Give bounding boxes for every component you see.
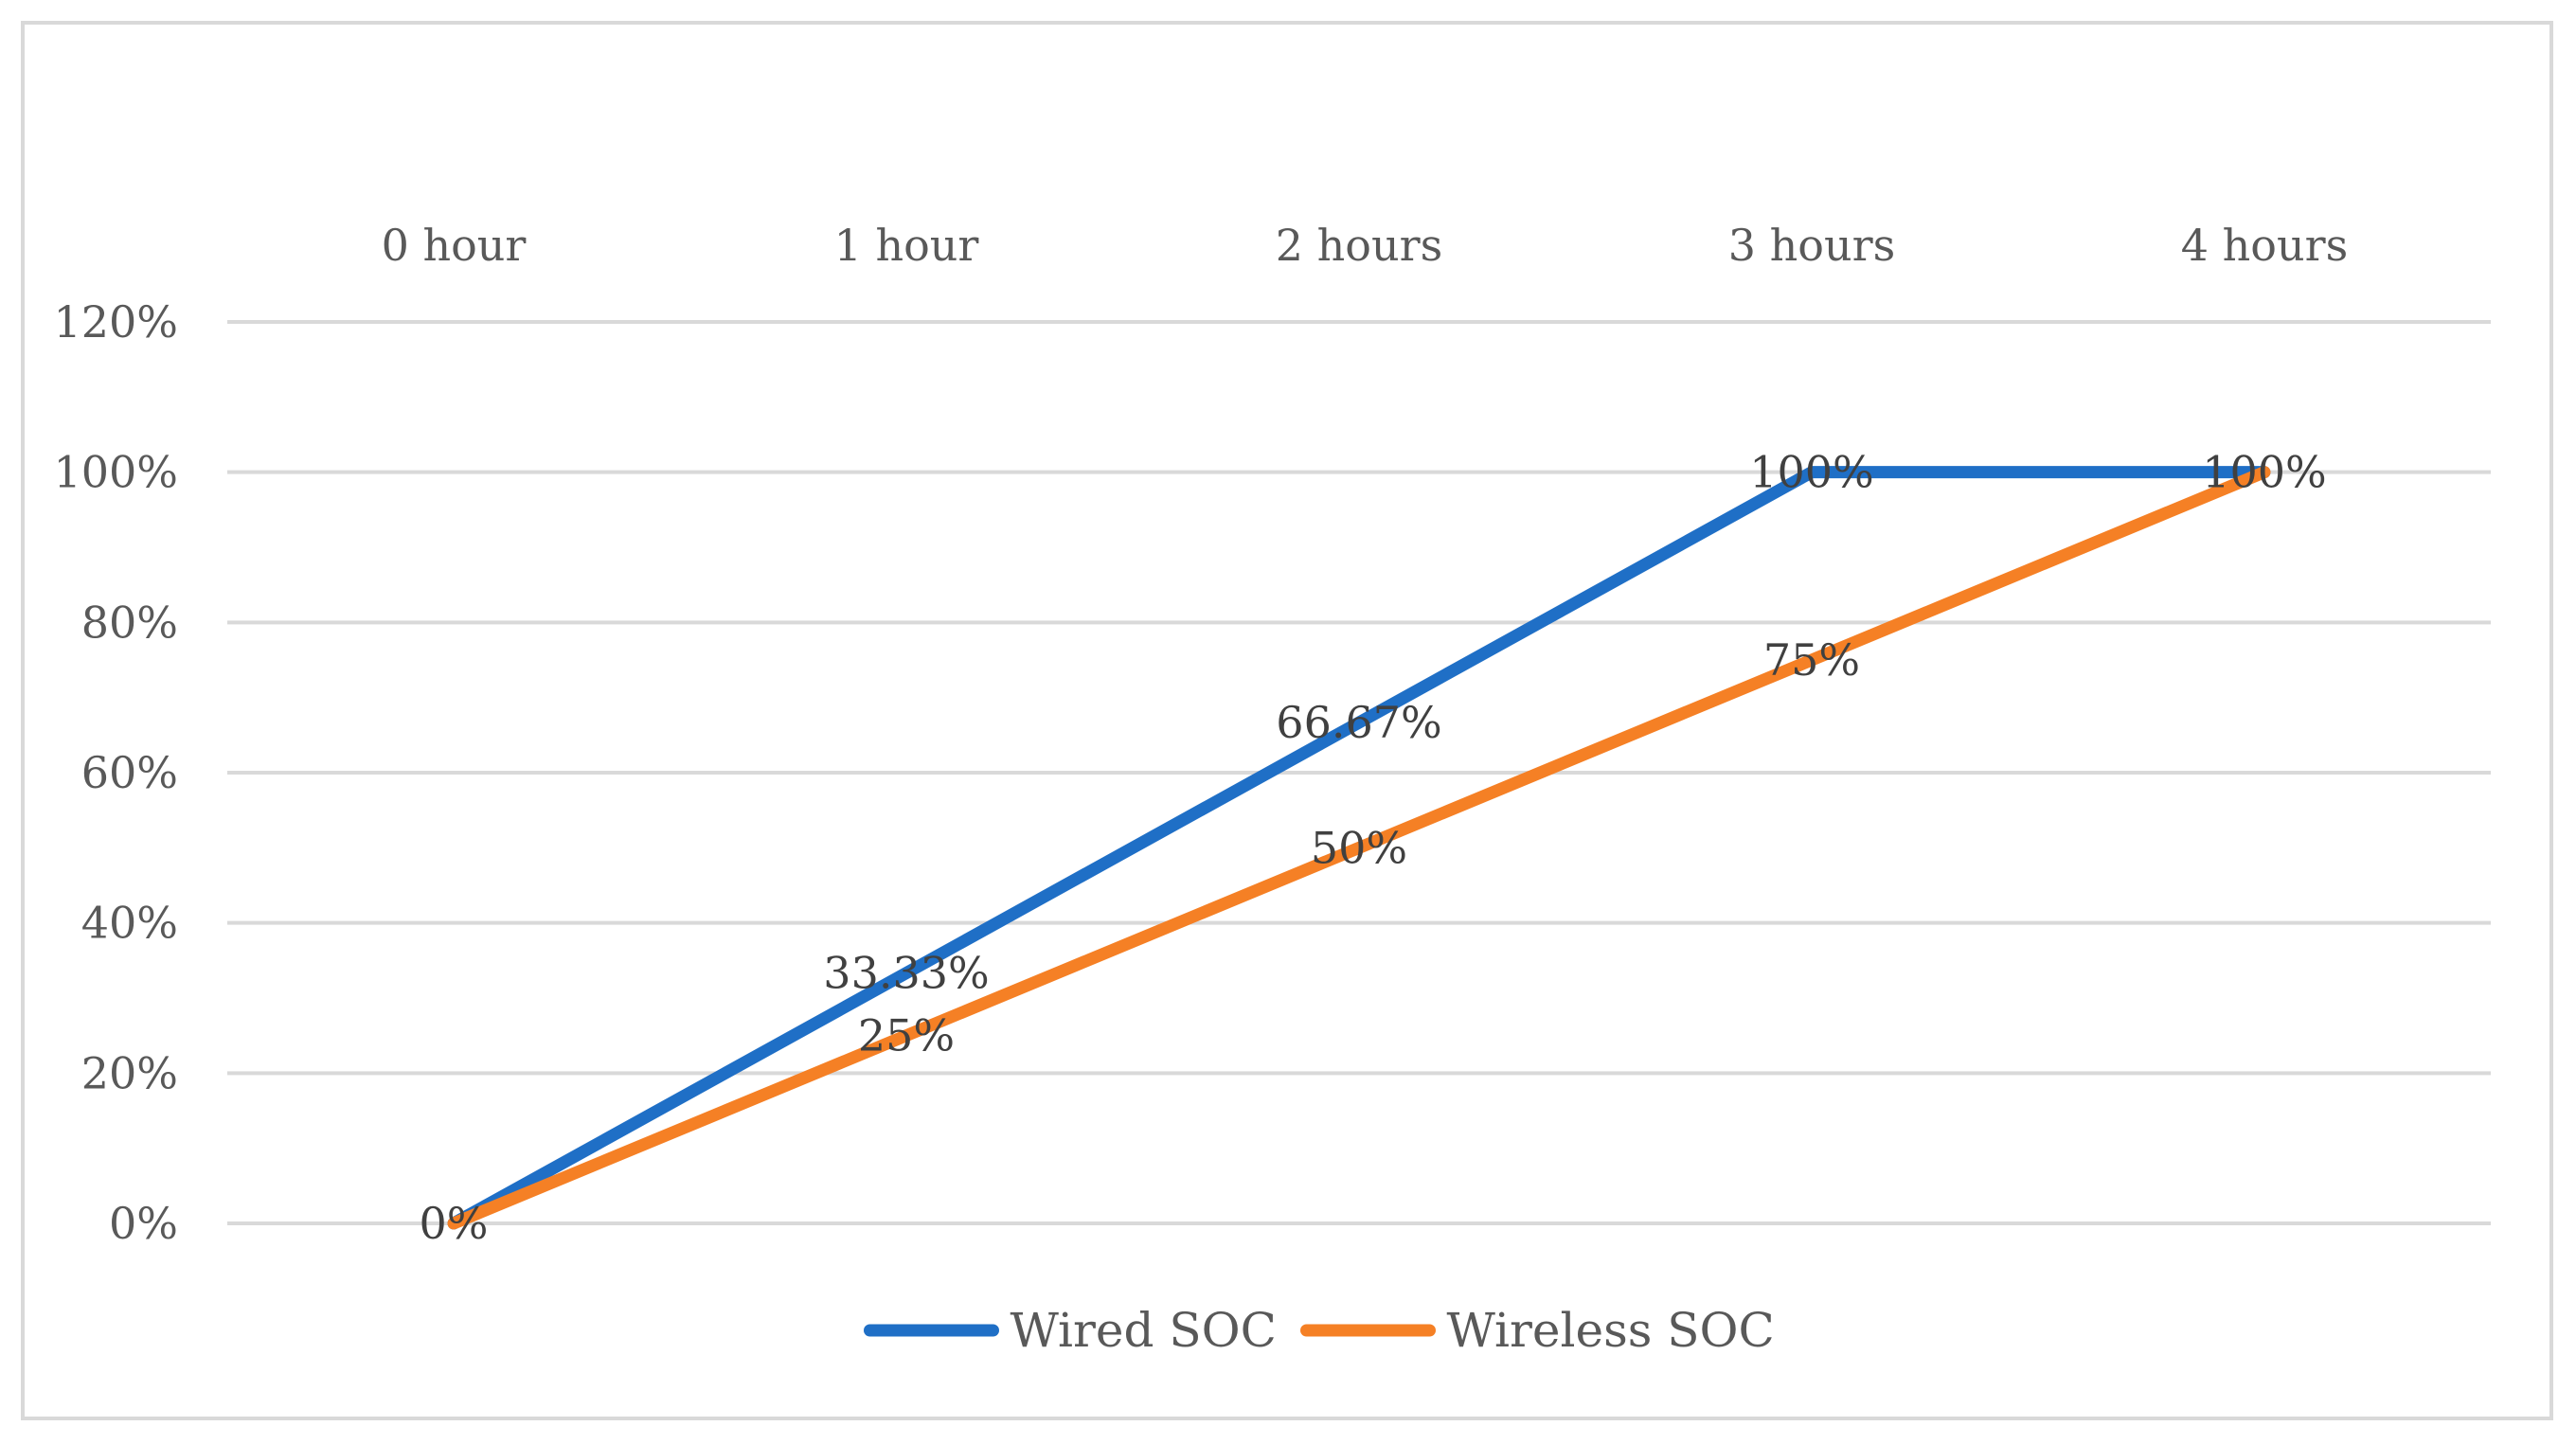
y-tick-label: 40%: [81, 898, 178, 949]
y-tick-label: 0%: [109, 1198, 178, 1249]
legend-label: Wireless SOC: [1447, 1303, 1775, 1358]
data-label: 100%: [1749, 447, 1874, 498]
x-tick-label: 4 hours: [2181, 220, 2348, 271]
y-tick-label: 80%: [81, 597, 178, 648]
y-tick-label: 20%: [81, 1047, 178, 1098]
x-tick-label: 3 hours: [1728, 220, 1895, 271]
series-lines: [447, 466, 2271, 1230]
chart-frame: [21, 21, 2553, 1420]
y-tick-label: 60%: [81, 747, 178, 798]
legend: Wired SOC Wireless SOC: [864, 1303, 1775, 1358]
y-axis-ticks: 0% 20% 40% 60% 80% 100% 120%: [53, 296, 178, 1249]
series-line-wired-soc: [447, 466, 2271, 1230]
y-tick-label: 100%: [53, 447, 178, 498]
series-line-wireless-soc: [447, 466, 2271, 1230]
x-tick-label: 1 hour: [834, 220, 979, 271]
data-label: 75%: [1763, 634, 1860, 686]
data-label: 33.33%: [823, 948, 989, 999]
data-label: 50%: [1311, 822, 1407, 873]
data-label: 25%: [858, 1010, 955, 1061]
x-tick-label: 2 hours: [1276, 220, 1442, 271]
data-label: 100%: [2202, 447, 2327, 498]
x-tick-label: 0 hour: [382, 220, 527, 271]
data-label: 66.67%: [1276, 697, 1441, 748]
y-tick-label: 120%: [53, 296, 178, 348]
legend-label: Wired SOC: [1011, 1303, 1277, 1358]
x-axis-ticks: 0 hour 1 hour 2 hours 3 hours 4 hours: [382, 220, 2349, 271]
data-labels: 0% 33.33% 66.67% 100% 100% 25% 50% 75%: [420, 447, 2327, 1249]
gridlines: [227, 320, 2491, 1225]
data-label: 0%: [420, 1198, 489, 1249]
